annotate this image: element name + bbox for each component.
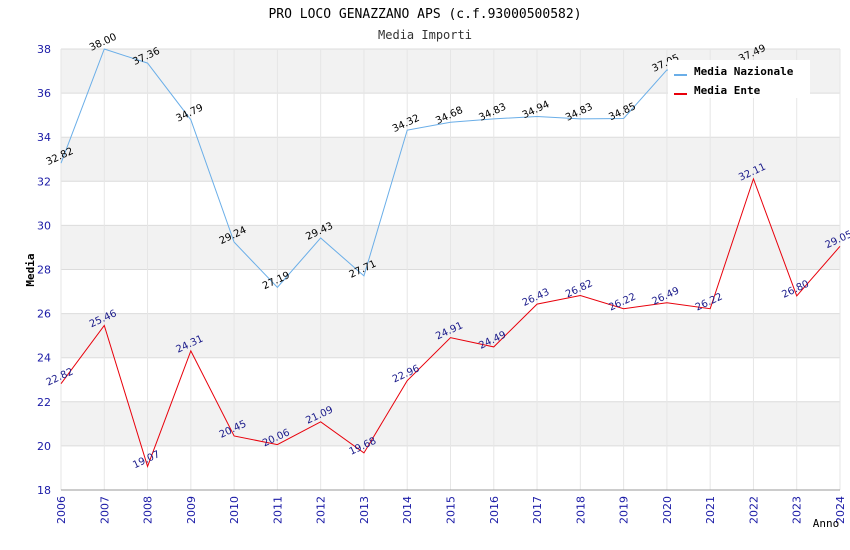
x-tick-label: 2012 [315, 496, 328, 524]
x-tick-label: 2009 [185, 496, 198, 524]
x-tick-label: 2016 [488, 496, 501, 524]
x-tick-label: 2020 [661, 496, 674, 524]
x-tick-labels: 2006 2007 2008 2009 2010 2011 2012 2013 2014 2015… [55, 496, 847, 524]
x-tick-label: 2018 [574, 496, 587, 524]
y-tick-label: 30 [37, 219, 51, 232]
legend-entry: Media Ente [694, 84, 761, 97]
x-tick-label: 2011 [271, 496, 284, 524]
x-tick-label: 2015 [445, 496, 458, 524]
y-tick-label: 24 [37, 352, 51, 365]
x-tick-label: 2019 [618, 496, 631, 524]
x-tick-label: 2013 [358, 496, 371, 524]
y-tick-label: 28 [37, 264, 51, 277]
x-tick-label: 2022 [747, 496, 760, 524]
y-tick-label: 18 [37, 484, 51, 497]
x-tick-label: 2017 [531, 496, 544, 524]
legend: Media Nazionale Media Ente [668, 60, 810, 98]
y-tick-labels: 18 20 22 24 26 28 30 32 34 36 38 [37, 43, 51, 497]
x-tick-label: 2014 [401, 496, 414, 524]
x-tick-label: 2006 [55, 496, 68, 524]
x-tick-label: 2008 [142, 496, 155, 524]
y-tick-label: 32 [37, 175, 51, 188]
y-tick-label: 20 [37, 440, 51, 453]
legend-box [668, 60, 810, 98]
y-tick-label: 36 [37, 87, 51, 100]
series-line-media-ente [60, 177, 841, 468]
series-lines [60, 48, 841, 468]
legend-entry: Media Nazionale [694, 65, 794, 78]
x-axis-label: Anno [813, 517, 840, 530]
chart-title: PRO LOCO GENAZZANO APS (c.f.93000500582) [268, 7, 581, 22]
y-tick-label: 22 [37, 396, 51, 409]
y-tick-label: 38 [37, 43, 51, 56]
x-tick-label: 2024 [834, 496, 847, 524]
series-line-media-nazionale [60, 48, 754, 289]
chart-subtitle: Media Importi [378, 28, 472, 42]
x-tick-label: 2010 [228, 496, 241, 524]
x-tick-label: 2007 [98, 496, 111, 524]
grid-lines [60, 48, 841, 491]
y-axis-label: Media [24, 253, 37, 286]
y-tick-label: 34 [37, 131, 51, 144]
x-tick-label: 2023 [791, 496, 804, 524]
x-tick-label: 2021 [704, 496, 717, 524]
y-tick-label: 26 [37, 308, 51, 321]
